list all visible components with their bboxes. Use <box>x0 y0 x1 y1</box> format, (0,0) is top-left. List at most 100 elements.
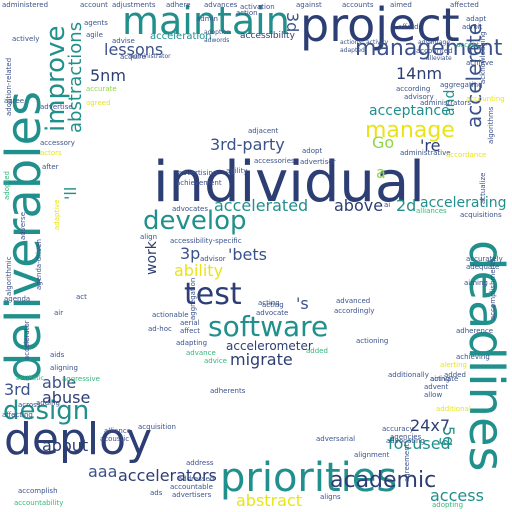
word-ad-hoc: ad-hoc <box>148 325 172 333</box>
word-agenda: agenda <box>4 295 31 303</box>
word-accelerating: accelerating <box>420 195 507 211</box>
word-advantage: advantage <box>418 39 451 46</box>
word-accelerometer: accelerometer <box>226 339 313 353</box>
word-design: design <box>3 396 90 426</box>
word-adherents: adherents <box>210 387 246 395</box>
word-abstractions: abstractions <box>65 21 86 133</box>
word-alerting: alerting <box>440 361 467 369</box>
word-accessories: accessories <box>254 157 295 165</box>
word-aaa: aaa <box>88 462 118 481</box>
word-ability: ability <box>174 261 224 280</box>
word-priorities: priorities <box>220 455 398 501</box>
word-allow: allow <box>424 391 443 399</box>
word-agenda-driven: agenda-driven <box>35 239 43 290</box>
word-aiming: aiming <box>464 279 488 287</box>
word-adwords: adwords <box>204 37 230 44</box>
word-agreement: agreement <box>403 443 411 482</box>
word-about: about <box>42 436 89 455</box>
word-agility: agility <box>226 167 248 175</box>
word-against: against <box>296 1 322 9</box>
word-14nm: 14nm <box>396 64 443 83</box>
word-bets: 'bets <box>228 245 268 264</box>
word-adding: adding <box>36 399 61 407</box>
word-admin: admin <box>196 15 218 23</box>
word-software: software <box>208 310 329 343</box>
word-adoption: adoption <box>204 29 231 36</box>
word-alliance: alliance <box>104 427 132 435</box>
word-adaptive: adaptive <box>53 199 61 230</box>
word-advent: advent <box>424 383 449 391</box>
word-ai: ai <box>384 201 391 209</box>
word-adopting: adopting <box>432 501 464 509</box>
word-maintain: maintain <box>122 0 290 43</box>
word-algorithms: algorithms <box>487 106 495 144</box>
word-adjustments: adjustments <box>112 1 156 9</box>
word-advocate: advocate <box>256 309 289 317</box>
word-accelerator: accelerator <box>23 320 31 360</box>
word-acquire: acquire <box>120 53 146 61</box>
word-aesthetic: aesthetic <box>16 375 44 382</box>
word-lessons: lessons <box>104 40 164 59</box>
word-administrative: administrative <box>400 149 451 157</box>
word-adopt: adopt <box>302 147 323 155</box>
word-activate: activate <box>430 375 459 383</box>
word-ads: ads <box>150 489 163 497</box>
word-advise: advise <box>112 37 135 45</box>
word-go: Go <box>372 133 395 152</box>
word-activation: activation <box>240 3 275 11</box>
word-acoustic: acoustic <box>100 435 130 443</box>
word-according: according <box>396 85 431 93</box>
word-accelerated: accelerated <box>214 196 309 215</box>
word-advice: advice <box>204 357 227 365</box>
word-adapting: adapting <box>176 339 208 347</box>
word-added2: added <box>444 371 466 379</box>
word-advisor: advisor <box>200 255 226 263</box>
word-additional: additional <box>436 405 471 413</box>
word-air: air <box>54 309 64 317</box>
word-adroit: adroit <box>462 23 483 31</box>
word-advertiser: advertiser <box>300 158 336 166</box>
word-achieve: achieve <box>466 59 494 67</box>
word-ll: 'll <box>61 186 80 200</box>
word-accuracy: accuracy <box>382 425 414 433</box>
word-adhere: adhere <box>166 1 191 9</box>
word-after: after <box>42 163 59 171</box>
word-accountability: accountability <box>14 499 64 507</box>
word-re: 're <box>420 136 441 155</box>
word-activity: activity <box>366 39 389 46</box>
word-academic: academic <box>330 468 437 493</box>
word-added: added <box>306 347 328 355</box>
word-2d: 2d <box>396 196 417 215</box>
word-advertising: advertising <box>178 169 218 177</box>
word-accordance: accordance <box>446 151 487 159</box>
word-adapt: adapt <box>466 15 487 23</box>
word-administrators: administrators <box>420 99 471 107</box>
word-alignment: alignment <box>354 451 390 459</box>
word-project: project <box>300 0 460 52</box>
word-advanced: advanced <box>336 297 371 305</box>
word-advertise: advertise <box>40 103 73 111</box>
word-agencies: agencies <box>390 433 422 441</box>
word-aerial: aerial <box>180 319 200 327</box>
word-access: access <box>430 486 484 505</box>
word-manage: manage <box>365 118 455 143</box>
word-advocates: advocates <box>172 205 208 213</box>
word-across: across <box>18 401 41 409</box>
word-accurately: accurately <box>466 255 503 263</box>
word-actualize: actualize <box>479 172 487 204</box>
word-adherence: adherence <box>456 327 494 335</box>
word-administered: administered <box>2 1 49 9</box>
word-agreed: agreed <box>86 99 111 107</box>
word-acceleration: acceleration <box>150 31 212 42</box>
word-adapted: adapted <box>340 47 365 54</box>
word-acting2: acting <box>262 301 284 309</box>
word-adverse: adverse <box>19 211 27 240</box>
word-aimed: aimed <box>390 1 412 9</box>
word-test: test <box>184 277 242 312</box>
word-3rd-party: 3rd-party <box>210 135 285 154</box>
word-accomplishments: accomplishments <box>489 258 497 320</box>
word-5nm: 5nm <box>90 66 126 85</box>
word-actions: actions <box>340 39 362 46</box>
word-advertisers: advertisers <box>172 491 212 499</box>
